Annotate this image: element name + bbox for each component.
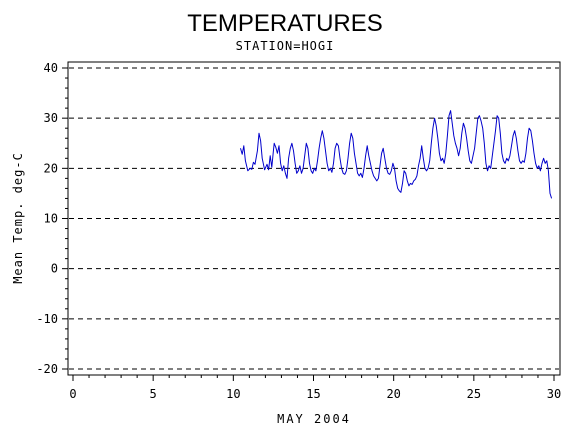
x-tick-label: 0 <box>69 387 76 401</box>
x-tick-label: 30 <box>547 387 561 401</box>
y-tick-label: 20 <box>44 161 58 175</box>
series-group <box>240 110 553 199</box>
x-axis-label: MAY 2004 <box>277 412 351 426</box>
y-tick-label: -20 <box>36 362 58 376</box>
plot-frame <box>67 61 561 376</box>
y-tick-label: -10 <box>36 312 58 326</box>
x-axis-ticks: 0 5 10 15 20 25 30 <box>69 375 561 401</box>
y-tick-label: 30 <box>44 111 58 125</box>
x-tick-label: 20 <box>386 387 400 401</box>
grid-lines <box>69 67 559 370</box>
chart-subtitle: STATION=HOGI <box>236 39 335 53</box>
chart-title: TEMPERATURES <box>187 10 383 37</box>
x-tick-label: 5 <box>150 387 157 401</box>
x-tick-label: 25 <box>467 387 481 401</box>
y-tick-label: 10 <box>44 212 58 226</box>
x-tick-label: 15 <box>306 387 320 401</box>
y-axis-label: Mean Temp. deg-C <box>11 152 25 284</box>
y-axis-ticks: -20 -10 0 10 20 30 40 <box>36 61 68 376</box>
y-tick-label: 40 <box>44 61 58 75</box>
series-line <box>240 110 553 199</box>
y-tick-label: 0 <box>51 262 58 276</box>
x-tick-label: 10 <box>226 387 240 401</box>
